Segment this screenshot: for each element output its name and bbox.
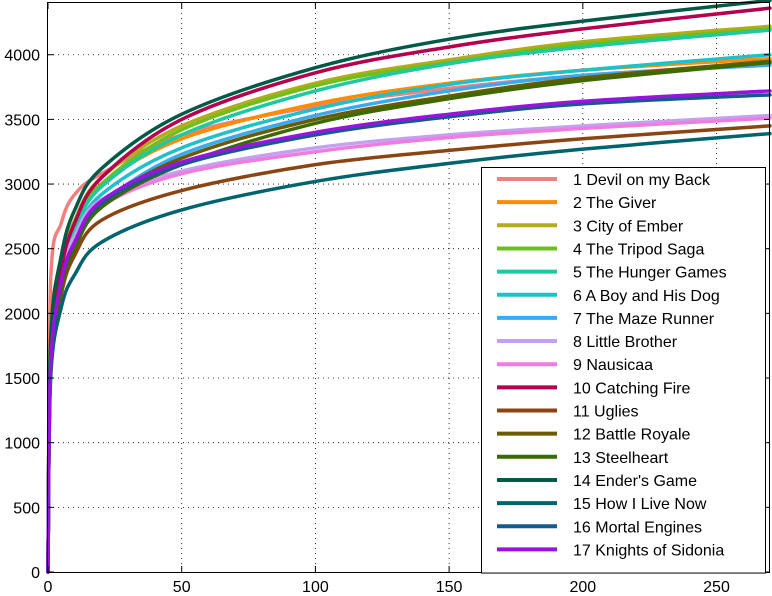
x-tick-label: 0 [44, 579, 53, 596]
legend-label: 12 Battle Royale [573, 427, 691, 444]
legend-label: 3 City of Ember [573, 218, 684, 235]
x-tick-label: 50 [173, 579, 191, 596]
x-tick-label: 150 [436, 579, 463, 596]
series-layer [46, 0, 772, 574]
legend-label: 1 Devil on my Back [573, 172, 711, 189]
y-tick-label: 0 [31, 565, 40, 582]
legend-label: 2 The Giver [573, 195, 657, 212]
series-line [46, 89, 772, 574]
x-tick-label: 200 [569, 579, 596, 596]
legend-label: 4 The Tripod Saga [573, 241, 704, 258]
x-tick-label: 100 [302, 579, 329, 596]
x-tick-label: 250 [703, 579, 730, 596]
plot-frame [47, 2, 770, 573]
series-line [46, 0, 772, 574]
legend: 1 Devil on my Back 2 The Giver 3 City of E… [481, 167, 766, 574]
y-tick-label: 1500 [4, 371, 40, 388]
y-tick-label: 2000 [4, 306, 40, 323]
legend-label: 17 Knights of Sidonia [573, 542, 724, 559]
legend-label: 13 Steelheart [573, 450, 669, 467]
legend-label: 9 Nausicaa [573, 357, 653, 374]
axis-ticks: 0 50 100 150 200 2500500100015002000250030003… [4, 3, 770, 596]
legend-label: 11 Uglies [573, 404, 639, 421]
legend-label: 10 Catching Fire [573, 380, 690, 397]
legend-box [481, 167, 766, 574]
legend-label: 6 A Boy and His Dog [573, 288, 720, 305]
legend-label: 7 The Maze Runner [573, 311, 715, 328]
legend-label: 14 Ender's Game [573, 473, 697, 490]
y-tick-label: 3000 [4, 177, 40, 194]
legend-label: 16 Mortal Engines [573, 519, 702, 536]
y-tick-label: 1000 [4, 436, 40, 453]
legend-label: 15 How I Live Now [573, 496, 707, 513]
legend-label: 5 The Hunger Games [573, 265, 727, 282]
legend-label: 8 Little Brother [573, 334, 678, 351]
y-tick-label: 500 [13, 500, 40, 517]
y-tick-label: 4000 [4, 48, 40, 65]
y-tick-label: 3500 [4, 112, 40, 129]
y-tick-label: 2500 [4, 242, 40, 259]
